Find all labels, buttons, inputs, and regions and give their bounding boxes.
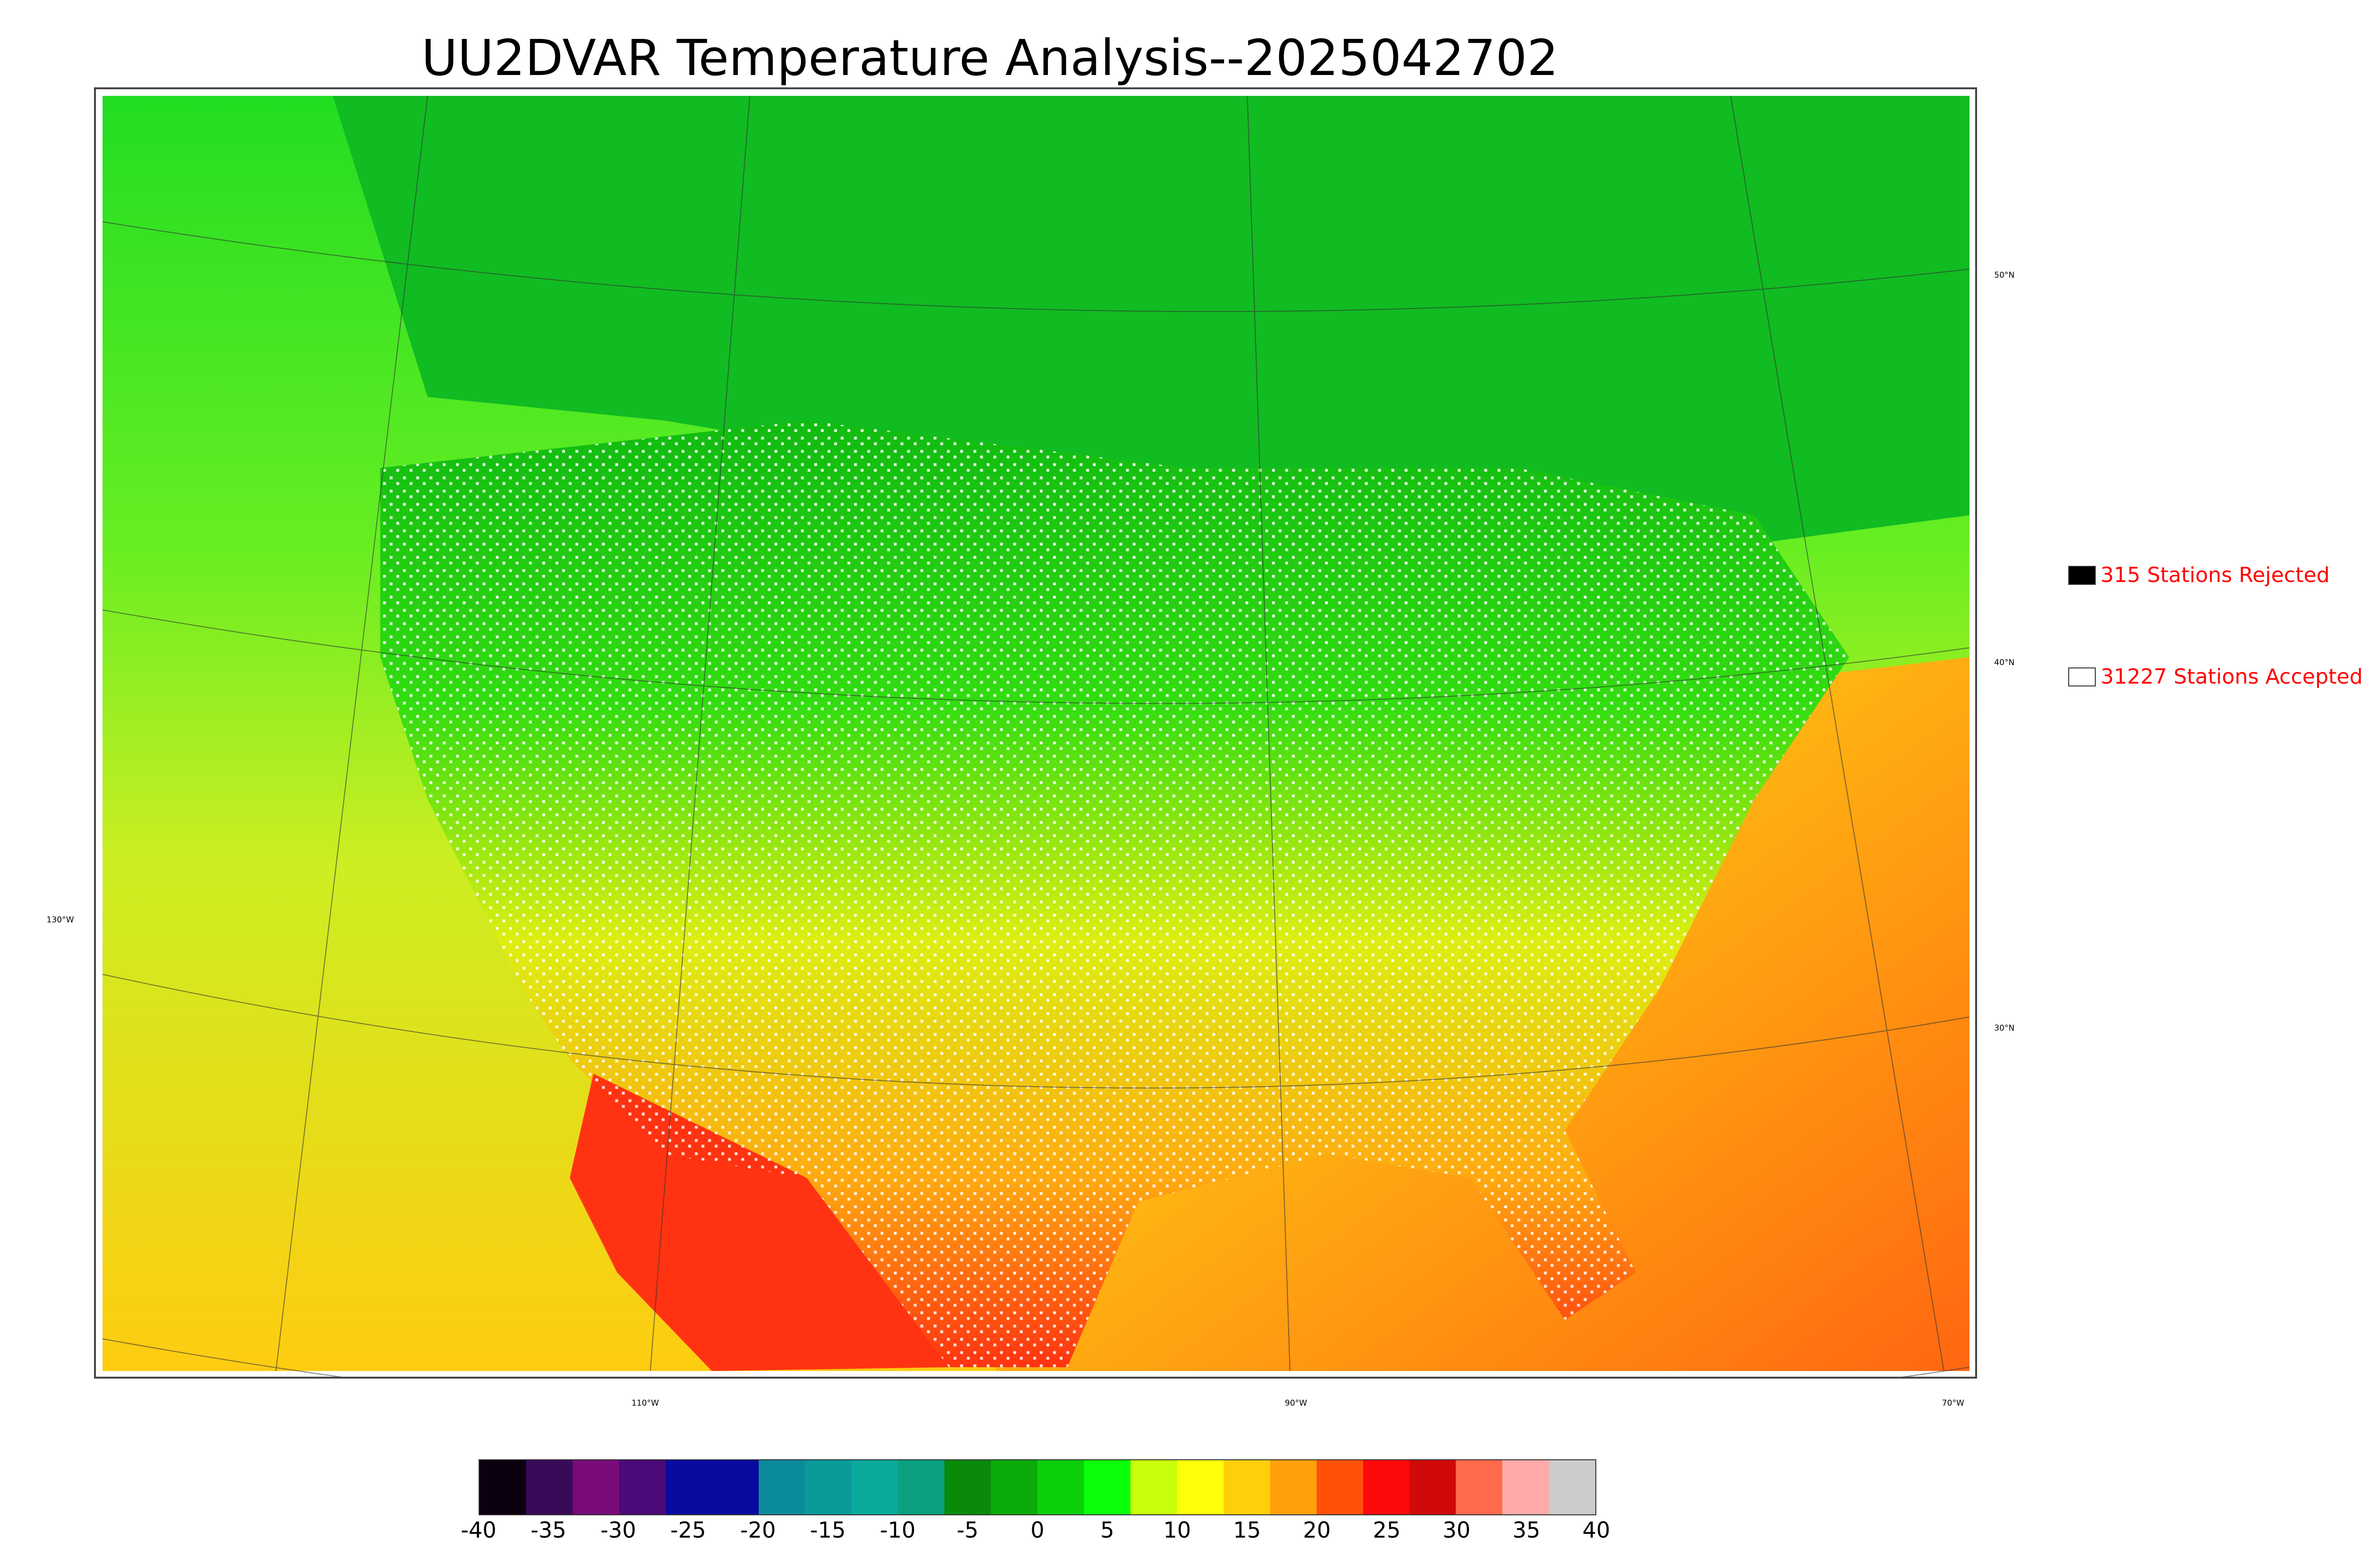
colorbar-segment	[1456, 1460, 1503, 1514]
colorbar-segment	[1549, 1460, 1596, 1514]
colorbar-segment	[805, 1460, 852, 1514]
colorbar-segment	[1316, 1460, 1363, 1514]
colorbar-segment	[944, 1460, 991, 1514]
canada-field	[332, 95, 1970, 563]
colorbar-tick-label: -40	[461, 1517, 497, 1543]
colorbar-tick-label: 5	[1100, 1517, 1114, 1543]
colorbar-tick-label: 0	[1030, 1517, 1045, 1543]
legend-accepted-label: 31227 Stations Accepted	[2101, 665, 2363, 689]
colorbar-segment	[1177, 1460, 1224, 1514]
lat-label-40n: 40°N	[1994, 658, 2015, 667]
lon-label-90w: 90°W	[1285, 1399, 1307, 1408]
colorbar-tick-label: -20	[740, 1517, 776, 1543]
lon-label-110w: 110°W	[631, 1399, 659, 1408]
colorbar-tick-label: -15	[810, 1517, 846, 1543]
colorbar-segment	[1270, 1460, 1317, 1514]
colorbar-segment	[1409, 1460, 1456, 1514]
legend-rejected: 315 Stations Rejected	[2068, 563, 2330, 587]
lat-label-50n: 50°N	[1994, 271, 2015, 280]
colorbar-tick-label: -25	[670, 1517, 706, 1543]
colorbar-segment	[991, 1460, 1038, 1514]
colorbar-tick-label: 15	[1233, 1517, 1261, 1543]
colorbar-segment	[1223, 1460, 1270, 1514]
colorbar-segment	[1083, 1460, 1130, 1514]
temperature-colorbar	[479, 1459, 1596, 1515]
colorbar-segment	[1502, 1460, 1549, 1514]
colorbar-segment	[758, 1460, 805, 1514]
colorbar-segment	[1130, 1460, 1177, 1514]
lon-label-130w: 130°W	[47, 915, 74, 925]
temperature-map	[102, 95, 1970, 1377]
colorbar-segment	[712, 1460, 759, 1514]
lon-label-70w: 70°W	[1942, 1399, 1964, 1408]
legend-rejected-label: 315 Stations Rejected	[2101, 563, 2330, 587]
colorbar-segment	[898, 1460, 945, 1514]
colorbar-segment	[480, 1460, 526, 1514]
station-dots-accepted	[380, 420, 1849, 1368]
map-panel	[94, 87, 1977, 1379]
legend-accepted: 31227 Stations Accepted	[2068, 665, 2363, 689]
colorbar-tick-label: -5	[956, 1517, 979, 1543]
colorbar-segment	[1363, 1460, 1410, 1514]
colorbar-tick-label: 35	[1512, 1517, 1541, 1543]
colorbar-tick-label: 40	[1582, 1517, 1611, 1543]
colorbar-tick-label: 20	[1303, 1517, 1331, 1543]
accepted-swatch	[2068, 667, 2096, 686]
colorbar-segment	[572, 1460, 619, 1514]
colorbar-segment	[1037, 1460, 1084, 1514]
colorbar-tick-label: 30	[1442, 1517, 1471, 1543]
colorbar-segment	[526, 1460, 573, 1514]
graticule	[102, 95, 1970, 1377]
colorbar-tick-label: -35	[530, 1517, 566, 1543]
map-title: UU2DVAR Temperature Analysis--2025042702	[421, 29, 1559, 87]
colorbar-tick-label: -10	[880, 1517, 916, 1543]
colorbar-segment	[851, 1460, 898, 1514]
rejected-swatch	[2068, 565, 2096, 585]
colorbar-segment	[619, 1460, 666, 1514]
colorbar-tick-label: 25	[1373, 1517, 1401, 1543]
lat-label-30n: 30°N	[1994, 1023, 2015, 1033]
colorbar-tick-label: -30	[600, 1517, 636, 1543]
colorbar-segment	[665, 1460, 712, 1514]
colorbar-tick-label: 10	[1163, 1517, 1191, 1543]
